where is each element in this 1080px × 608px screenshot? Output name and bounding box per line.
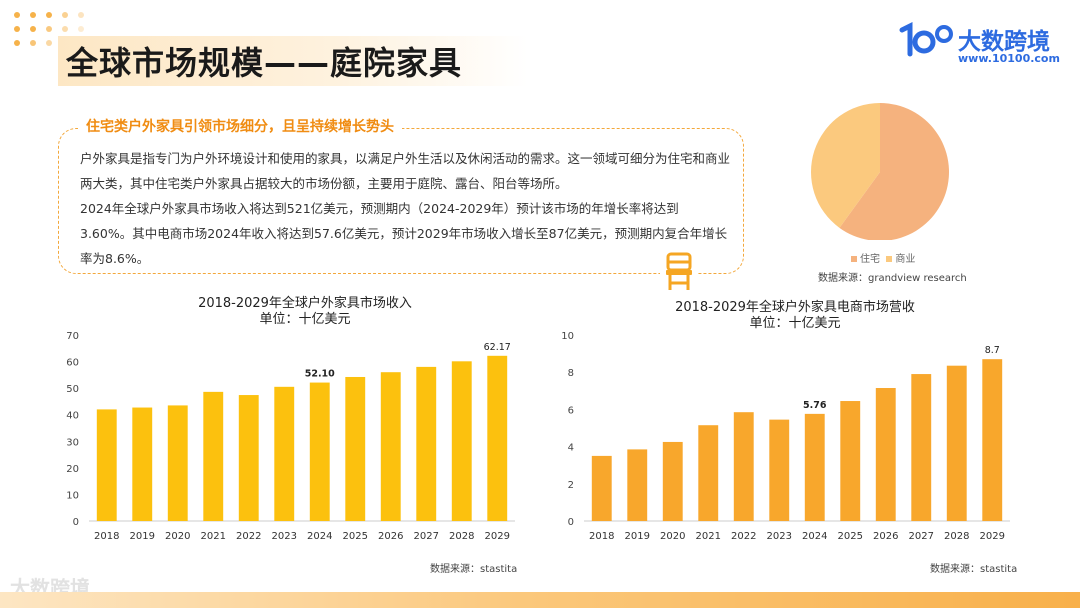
chart1-ytick-1: 10 (66, 490, 79, 501)
chart1-title: 2018-2029年全球户外家具市场收入 (198, 296, 412, 311)
chart2-xtick-2019: 2019 (625, 531, 650, 542)
pie-slice-1 (811, 103, 880, 228)
chart1-xtick-2026: 2026 (378, 531, 403, 542)
intro-heading: 住宅类户外家具引领市场细分，且呈持续增长势头 (78, 116, 402, 136)
chart2-subtitle: 单位：十亿美元 (749, 316, 841, 331)
chart1-source: 数据来源：stastita (430, 564, 518, 575)
chart2-ytick-2: 4 (568, 443, 574, 454)
chart1-data-label-2029: 62.17 (484, 342, 511, 353)
chart2-bar-2025 (840, 401, 861, 521)
chart2-ytick-4: 8 (568, 368, 574, 379)
chart1-ytick-2: 20 (66, 464, 79, 475)
chart1-bar-2027 (416, 366, 437, 521)
chart1-bar-2018 (96, 409, 117, 521)
chart2-data-label-2024: 5.76 (803, 400, 827, 411)
chart2-bar-2021 (698, 425, 719, 521)
chart2-bar-2024 (804, 413, 825, 521)
chart1-data-label-2024: 52.10 (305, 369, 335, 380)
chart1-xtick-2022: 2022 (236, 531, 261, 542)
chart1-xtick-2020: 2020 (165, 531, 190, 542)
chart1-ytick-4: 40 (66, 411, 79, 422)
chart1-bar-2021 (203, 391, 224, 521)
chart1-xtick-2029: 2029 (485, 531, 510, 542)
chart2-xtick-2020: 2020 (660, 531, 685, 542)
chart2-xtick-2025: 2025 (838, 531, 863, 542)
chart1-bar-2022 (238, 395, 259, 521)
brand-logo[interactable]: 大数跨境 www.10100.com (898, 20, 1068, 68)
logo-name: 大数跨境 (958, 29, 1050, 55)
chart1-xtick-2019: 2019 (130, 531, 155, 542)
chart2-xtick-2022: 2022 (731, 531, 756, 542)
chart2-bar-2020 (662, 441, 683, 521)
chart1-ytick-7: 70 (66, 331, 79, 342)
chart1-subtitle: 单位：十亿美元 (259, 312, 351, 327)
chair-icon (660, 252, 698, 296)
chart1-title-block: 2018-2029年全球户外家具市场收入 单位：十亿美元 (150, 296, 460, 328)
chart1-bar-2023 (274, 386, 295, 521)
chart1-bar-2024 (309, 382, 330, 521)
chart1-xtick-2028: 2028 (449, 531, 474, 542)
bar-chart-ecommerce-revenue: 0 2 4 6 8 10 2018 2019 2020 2021 2022 2023 2024 5.76 2… (561, 331, 1010, 542)
chart1-xtick-2018: 2018 (94, 531, 119, 542)
chart1-xtick-2023: 2023 (272, 531, 297, 542)
bar-chart-market-revenue: 0 10 20 30 40 50 60 70 2018 2019 2020 2021 2022 2023 2… (66, 331, 515, 542)
chart2-xtick-2028: 2028 (944, 531, 969, 542)
chart2-bar-2018 (591, 455, 612, 521)
intro-paragraph-1: 户外家具是指专门为户外环境设计和使用的家具，以满足户外生活以及休闲活动的需求。这… (80, 151, 731, 191)
logo-url: www.10100.com (958, 52, 1060, 65)
chart2-source: 数据来源：stastita (930, 564, 1018, 575)
chart1-ytick-5: 50 (66, 384, 79, 395)
intro-paragraph-2: 2024年全球户外家具市场收入将达到521亿美元，预测期内（2024-2029年… (80, 201, 728, 266)
chart2-bar-2028 (946, 365, 967, 521)
chart1-bar-2020 (167, 405, 188, 521)
chart1-ytick-6: 60 (66, 358, 79, 369)
chart2-xtick-2026: 2026 (873, 531, 898, 542)
chart2-title-block: 2018-2029年全球户外家具电商市场营收 单位：十亿美元 (640, 300, 950, 332)
legend-swatch-commercial (886, 256, 893, 262)
pie-chart (805, 100, 965, 290)
chart2-ytick-1: 2 (568, 480, 574, 491)
chart1-bar-2026 (380, 372, 401, 521)
chart2-bar-2029 (982, 359, 1003, 521)
chart2-ytick-0: 0 (568, 517, 574, 528)
chart2-xtick-2023: 2023 (767, 531, 792, 542)
chart2-bar-2019 (627, 449, 648, 521)
legend-swatch-residential (851, 256, 857, 262)
chart1-xtick-2027: 2027 (414, 531, 439, 542)
chart1-bar-2025 (345, 376, 366, 521)
chart2-title: 2018-2029年全球户外家具电商市场营收 (675, 300, 915, 315)
page-title: 全球市场规模——庭院家具 (66, 44, 463, 82)
pie-legend: 住宅 商业 (851, 250, 915, 265)
chart1-bar-2019 (132, 407, 153, 521)
logo-mark-icon (899, 21, 953, 57)
chart2-bar-2027 (911, 374, 932, 521)
title-highlight (58, 36, 528, 86)
chart2-xtick-2024: 2024 (802, 531, 827, 542)
legend-label-commercial: 商业 (895, 254, 916, 265)
pie-source: 数据来源：grandview research (818, 273, 967, 284)
chart2-xtick-2027: 2027 (909, 531, 934, 542)
chart1-bar-2029 (487, 355, 508, 521)
chart2-xtick-2018: 2018 (589, 531, 614, 542)
chart2-xtick-2029: 2029 (980, 531, 1005, 542)
chart1-ytick-3: 30 (66, 437, 79, 448)
pie-slice-0 (839, 103, 949, 241)
chart1-bar-2028 (451, 361, 472, 521)
chart2-bar-2023 (769, 419, 790, 521)
chart2-ytick-3: 6 (568, 405, 574, 416)
chart2-data-label-2029: 8.7 (985, 345, 1000, 356)
intro-text: 户外家具是指专门为户外环境设计和使用的家具，以满足户外生活以及休闲活动的需求。这… (80, 146, 730, 271)
chart2-ytick-5: 10 (561, 331, 574, 342)
chart2-xtick-2021: 2021 (696, 531, 721, 542)
bottom-strip (0, 592, 1080, 608)
chart2-bar-2026 (875, 388, 896, 521)
chart1-xtick-2021: 2021 (201, 531, 226, 542)
chart1-xtick-2025: 2025 (343, 531, 368, 542)
chart1-ytick-0: 0 (73, 517, 79, 528)
chart1-xtick-2024: 2024 (307, 531, 332, 542)
legend-label-residential: 住宅 (860, 254, 880, 265)
chart2-bar-2022 (733, 412, 754, 521)
